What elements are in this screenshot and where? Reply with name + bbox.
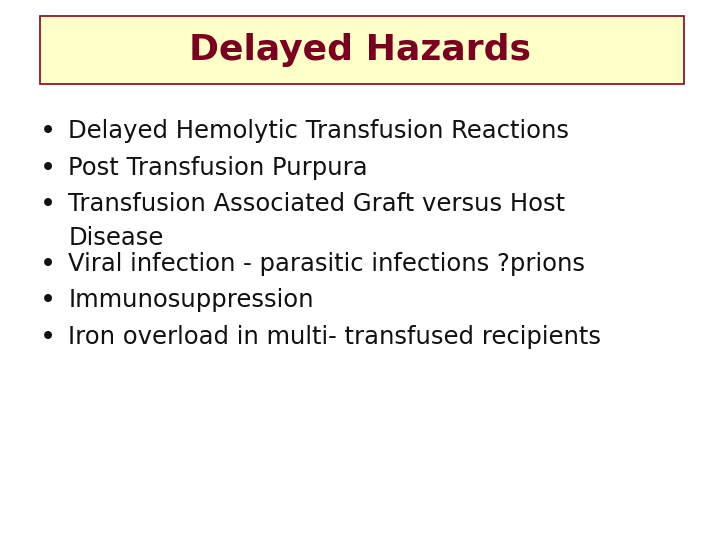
Text: Viral infection - parasitic infections ?prions: Viral infection - parasitic infections ?… — [68, 252, 585, 276]
Text: Iron overload in multi- transfused recipients: Iron overload in multi- transfused recip… — [68, 325, 601, 349]
Text: Delayed Hemolytic Transfusion Reactions: Delayed Hemolytic Transfusion Reactions — [68, 119, 570, 143]
Text: Post Transfusion Purpura: Post Transfusion Purpura — [68, 156, 368, 179]
FancyBboxPatch shape — [40, 16, 684, 84]
Text: •: • — [40, 325, 55, 351]
Text: •: • — [40, 156, 55, 181]
Text: Disease: Disease — [68, 226, 163, 249]
Text: •: • — [40, 119, 55, 145]
Text: Transfusion Associated Graft versus Host: Transfusion Associated Graft versus Host — [68, 192, 565, 216]
Text: •: • — [40, 288, 55, 314]
Text: •: • — [40, 192, 55, 218]
Text: Delayed Hazards: Delayed Hazards — [189, 33, 531, 67]
Text: •: • — [40, 252, 55, 278]
Text: Immunosuppression: Immunosuppression — [68, 288, 314, 313]
